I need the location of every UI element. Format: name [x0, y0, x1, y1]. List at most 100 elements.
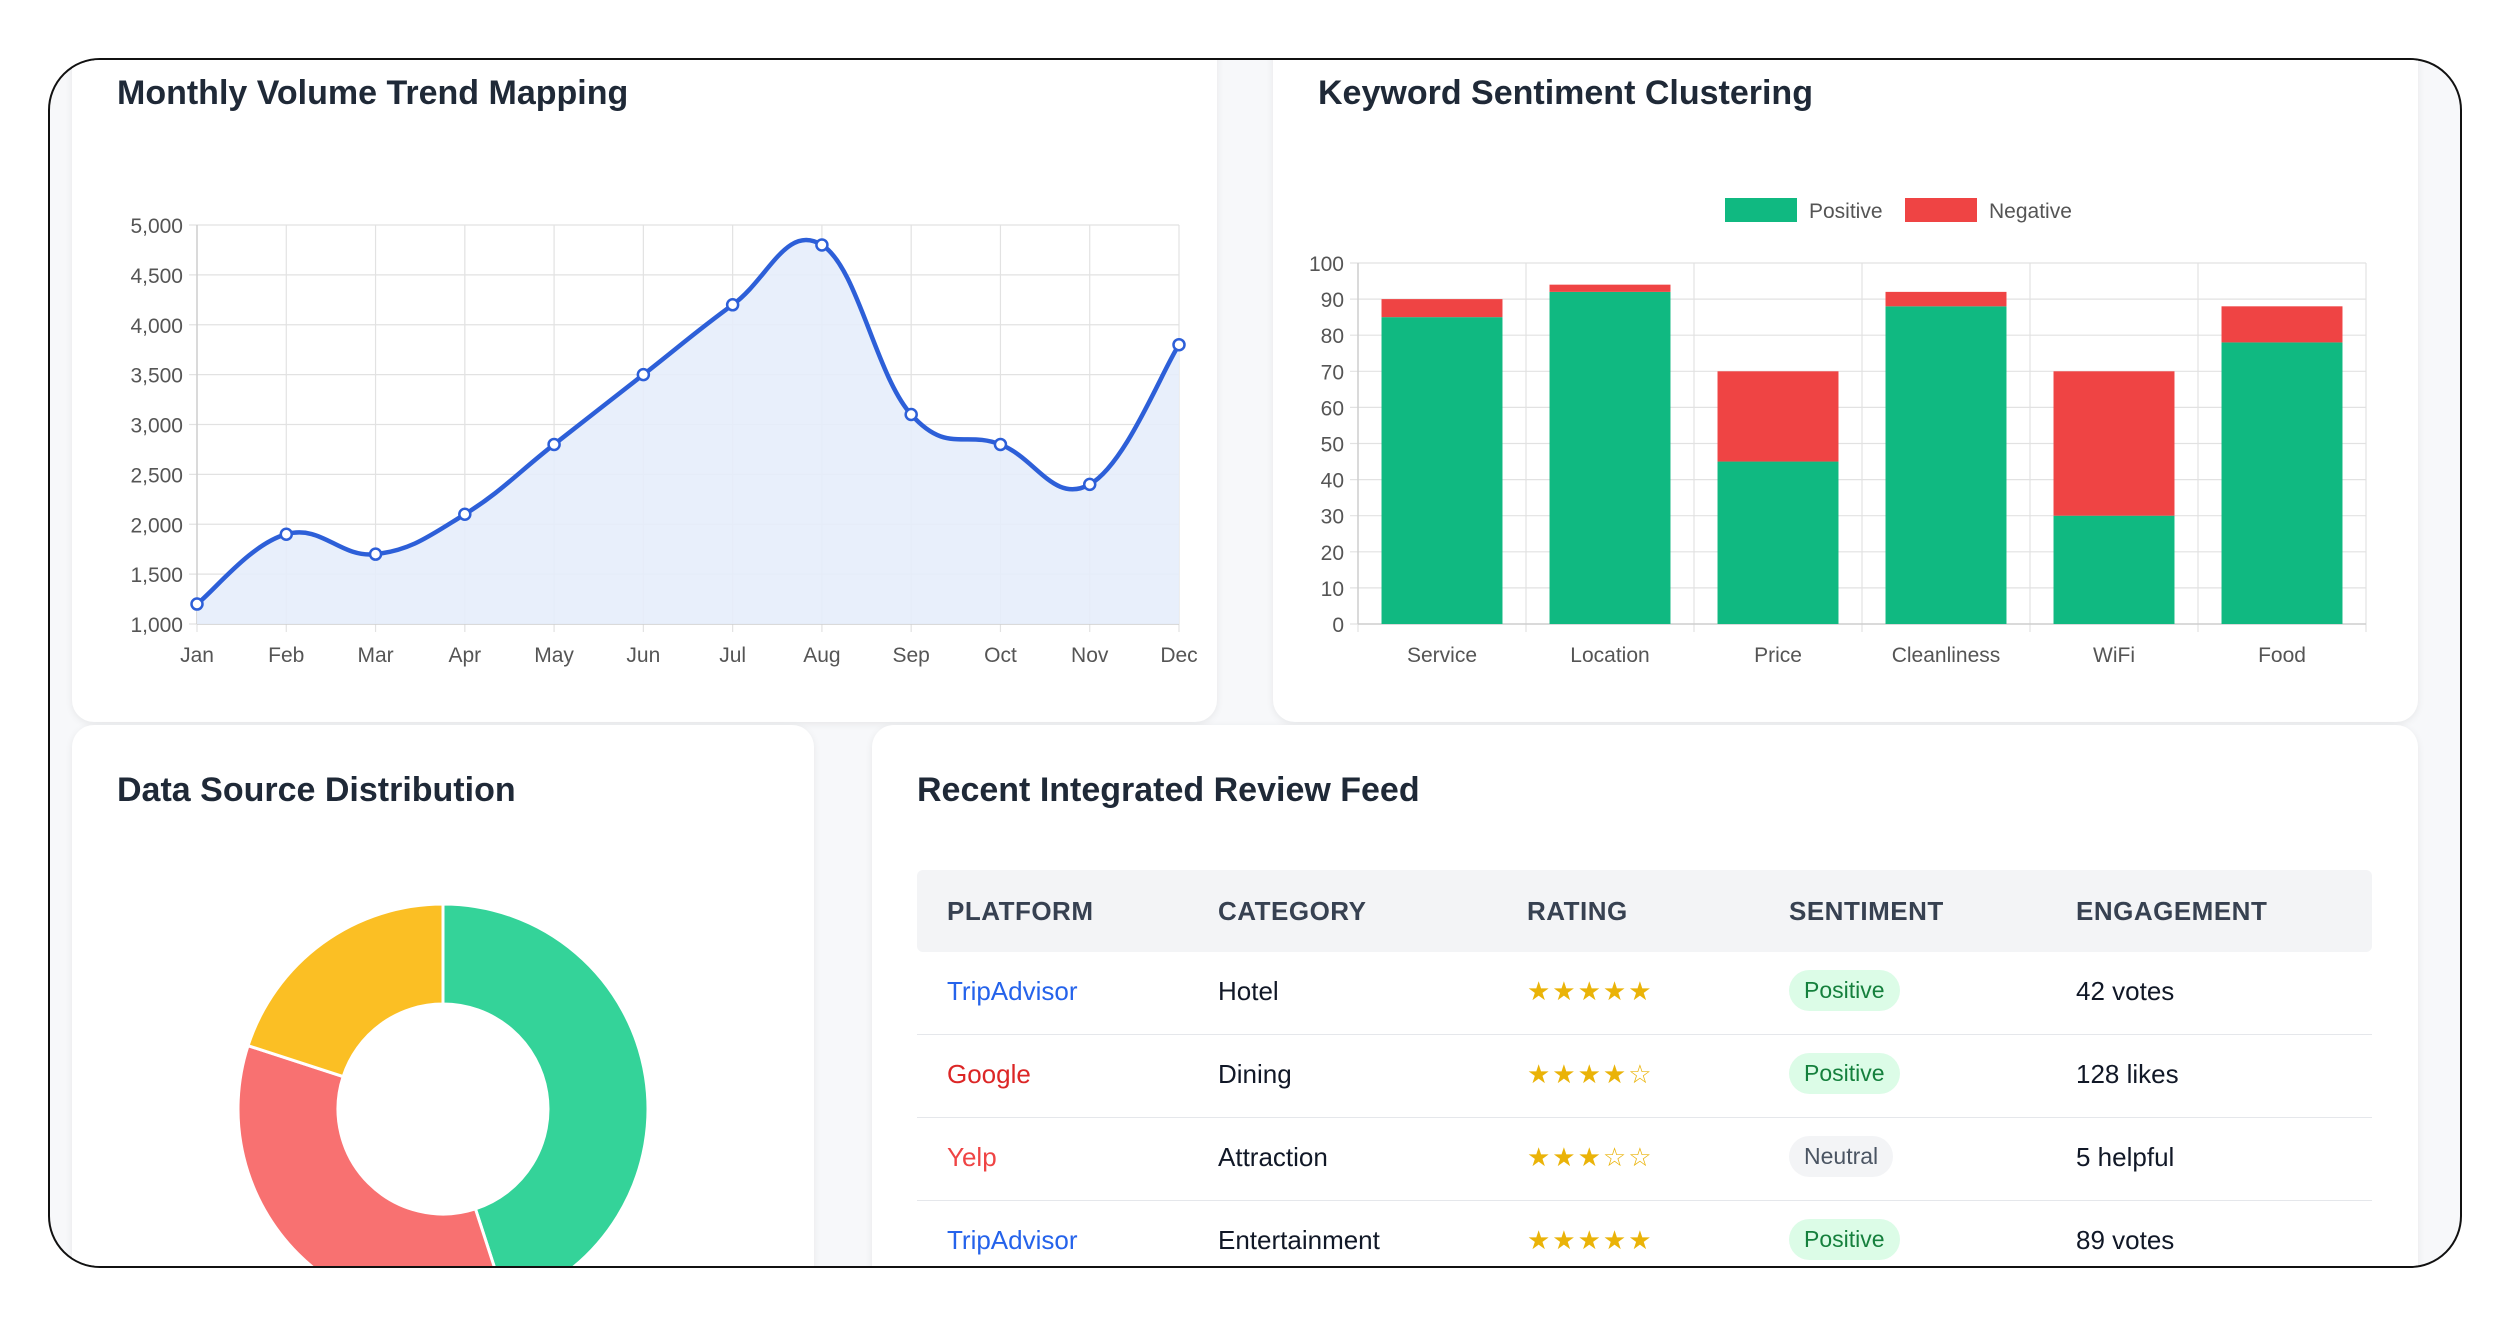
sentiment-title: Keyword Sentiment Clustering	[1318, 74, 1813, 112]
x-tick-label: Mar	[357, 644, 393, 667]
header-sentiment[interactable]: SENTIMENT	[1789, 896, 1944, 926]
star-rating: ★★★★★	[1527, 1225, 1654, 1255]
data-point	[547, 437, 561, 452]
header-category[interactable]: CATEGORY	[1218, 896, 1367, 926]
category-cell: Attraction	[1218, 1142, 1328, 1172]
data-point	[636, 367, 651, 382]
engagement-cell: 5 helpful	[2076, 1142, 2175, 1172]
bar-negative	[1381, 299, 1503, 318]
x-tick-label: Cleanliness	[1892, 644, 2001, 667]
data-point	[815, 238, 829, 252]
sentiment-badge: Neutral	[1789, 1136, 1894, 1177]
x-tick-label: Aug	[803, 644, 840, 667]
data-point	[1082, 477, 1097, 492]
data-point	[279, 527, 294, 541]
x-tick-label: Feb	[268, 644, 304, 667]
table-row[interactable]: TripAdvisor Entertainment ★★★★★ Positive…	[917, 1201, 2372, 1266]
engagement-cell: 89 votes	[2076, 1225, 2175, 1255]
table-row[interactable]: TripAdvisor Hotel ★★★★★ Positive 42 vote…	[917, 952, 2372, 1035]
trend-card: Monthly Volume Trend Mapping 1,000 1,500 2…	[72, 60, 1217, 722]
legend-label-positive: Positive	[1809, 200, 1883, 223]
trend-chart: 1,000 1,500 2,000 2,500 3,000 3,500 4,000 4,500…	[130, 215, 1197, 667]
sentiment-chart: 0 10 20 30 40 50 60 70 80 90 100 Service Location Pri…	[1309, 198, 2367, 667]
x-tick-label: Jan	[180, 644, 214, 667]
category-cell: Dining	[1218, 1059, 1292, 1089]
y-tick-label: 2,500	[130, 464, 183, 487]
legend-label-negative: Negative	[1989, 200, 2072, 223]
x-tick-label: May	[534, 644, 574, 667]
source-title: Data Source Distribution	[117, 771, 516, 809]
header-rating[interactable]: RATING	[1527, 896, 1628, 926]
header-platform[interactable]: PLATFORM	[947, 896, 1094, 926]
platform-link[interactable]: TripAdvisor	[947, 976, 1078, 1006]
y-tick-label: 70	[1321, 361, 1344, 384]
y-tick-label: 60	[1321, 397, 1344, 420]
review-table: PLATFORM CATEGORY RATING SENTIMENT ENGAG…	[917, 870, 2372, 1266]
donut-slice	[236, 1043, 496, 1266]
x-tick-label: Dec	[1160, 644, 1197, 667]
x-tick-label: Food	[2258, 644, 2306, 667]
y-tick-label: 50	[1321, 434, 1344, 457]
platform-link[interactable]: Yelp	[947, 1142, 997, 1172]
feed-title: Recent Integrated Review Feed	[917, 771, 1420, 809]
donut-slice	[441, 902, 650, 1266]
y-tick-label: 90	[1321, 289, 1344, 312]
x-tick-label: Service	[1407, 644, 1477, 667]
y-tick-label: 1,500	[130, 564, 183, 587]
bar-positive	[1885, 306, 2007, 624]
bar-positive	[2053, 515, 2175, 624]
data-point	[904, 407, 918, 422]
x-tick-label: Jul	[719, 644, 746, 667]
sentiment-badge: Positive	[1789, 1219, 1900, 1260]
data-point	[368, 547, 383, 561]
y-tick-label: 10	[1321, 578, 1344, 601]
x-tick-label: Price	[1754, 644, 1802, 667]
category-cell: Entertainment	[1218, 1225, 1380, 1255]
header-engagement[interactable]: ENGAGEMENT	[2076, 896, 2268, 926]
donut-slice	[246, 902, 445, 1079]
x-tick-label: Sep	[892, 644, 929, 667]
bar-positive	[1381, 317, 1503, 624]
sentiment-badge: Positive	[1789, 1053, 1900, 1094]
y-tick-label: 2,000	[130, 514, 183, 537]
table-row[interactable]: Google Dining ★★★★☆ Positive 128 likes	[917, 1035, 2372, 1118]
platform-link[interactable]: Google	[947, 1059, 1031, 1089]
y-tick-label: 100	[1309, 253, 1344, 276]
source-donut-chart	[236, 902, 650, 1266]
x-tick-label: Location	[1570, 644, 1649, 667]
y-tick-label: 5,000	[130, 215, 183, 238]
y-tick-label: 30	[1321, 506, 1344, 529]
engagement-cell: 42 votes	[2076, 976, 2175, 1006]
x-tick-label: Oct	[984, 644, 1017, 667]
trend-title: Monthly Volume Trend Mapping	[117, 74, 629, 112]
sentiment-badge: Positive	[1789, 970, 1900, 1011]
data-point	[725, 298, 740, 312]
data-point	[993, 437, 1008, 452]
data-point	[190, 597, 204, 611]
bar-negative	[2221, 306, 2343, 343]
category-cell: Hotel	[1218, 976, 1279, 1006]
line-area-fill	[197, 239, 1179, 625]
bar-negative	[2053, 371, 2175, 516]
sentiment-card: Keyword Sentiment Clustering 0 10 20 30 40 50…	[1273, 60, 2418, 722]
star-rating: ★★★★★	[1527, 976, 1654, 1006]
table-row[interactable]: Yelp Attraction ★★★☆☆ Neutral 5 helpful	[917, 1118, 2372, 1201]
star-rating: ★★★☆☆	[1527, 1142, 1654, 1172]
y-tick-label: 40	[1321, 470, 1344, 493]
platform-link[interactable]: TripAdvisor	[947, 1225, 1078, 1255]
bar-negative	[1717, 371, 1839, 462]
x-tick-label: Nov	[1071, 644, 1109, 667]
bar-negative	[1885, 291, 2007, 307]
y-tick-label: 20	[1321, 542, 1344, 565]
star-rating: ★★★★☆	[1527, 1059, 1654, 1089]
table-header: PLATFORM CATEGORY RATING SENTIMENT ENGAG…	[917, 870, 2372, 952]
y-tick-label: 80	[1321, 325, 1344, 348]
bar-negative	[1549, 284, 1671, 292]
legend-swatch-positive	[1725, 198, 1797, 222]
y-tick-label: 1,000	[130, 614, 183, 637]
legend-swatch-negative	[1905, 198, 1977, 222]
engagement-cell: 128 likes	[2076, 1059, 2179, 1089]
source-card: Data Source Distribution	[72, 725, 814, 1266]
bar-positive	[1717, 461, 1839, 624]
y-tick-label: 4,000	[130, 315, 183, 338]
